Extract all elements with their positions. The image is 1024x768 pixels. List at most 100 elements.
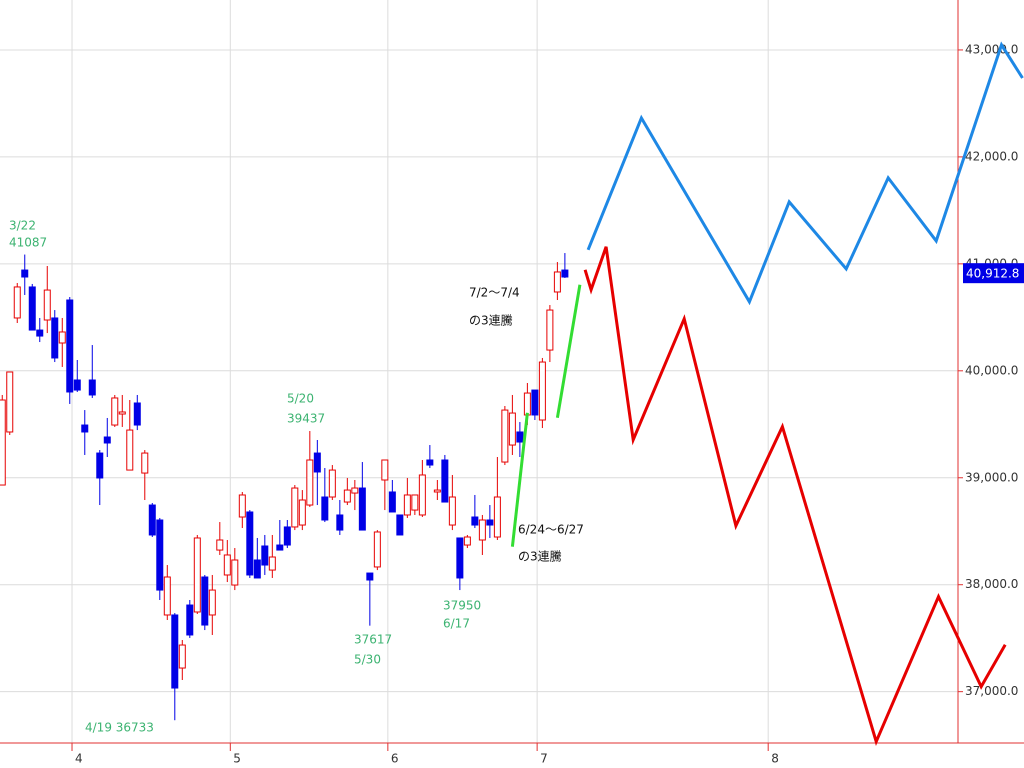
candle-body — [381, 459, 389, 481]
y-tick-label: 38,000.0 — [965, 577, 1018, 591]
candle-body — [538, 361, 546, 421]
annotation: 5/20 — [287, 392, 314, 406]
candle-body — [351, 487, 359, 494]
x-tick-label: 8 — [771, 752, 779, 766]
candle-body — [456, 537, 464, 579]
last-price-box — [963, 263, 1024, 284]
candle-body — [0, 399, 6, 486]
candle-body — [306, 459, 314, 506]
candle-body — [216, 539, 224, 551]
x-tick-label: 7 — [540, 752, 548, 766]
candle-body — [268, 556, 276, 571]
y-tick-label: 42,000.0 — [965, 149, 1018, 163]
x-tick-label: 6 — [391, 752, 399, 766]
candle-body — [246, 511, 254, 576]
candle-body — [486, 519, 494, 526]
candle-body — [13, 286, 21, 319]
candle-body — [471, 516, 479, 526]
candle-body — [58, 331, 66, 344]
annotation: の3連騰 — [518, 549, 562, 564]
candle-body — [21, 269, 29, 278]
candle-body — [426, 459, 434, 466]
candle-body — [186, 604, 194, 636]
candle-body — [103, 436, 111, 444]
candle-body — [321, 496, 329, 521]
candle-body — [118, 411, 126, 415]
candle-body — [358, 487, 366, 531]
candle-body — [208, 589, 216, 616]
candle-body — [163, 576, 171, 616]
candle-body — [178, 644, 186, 669]
candle-body — [403, 494, 411, 516]
candle-body — [223, 554, 231, 576]
forecast-line — [555, 284, 582, 419]
x-tick-label: 4 — [75, 752, 83, 766]
candle-body — [328, 469, 336, 498]
candle-body — [313, 452, 321, 473]
candle-body — [88, 379, 96, 396]
candle-body — [553, 271, 561, 293]
candle-body — [51, 317, 59, 359]
annotation: 41087 — [9, 236, 47, 250]
candle-body — [448, 496, 456, 526]
annotation: 37617 — [354, 633, 392, 647]
candle-body — [396, 514, 404, 536]
candle-body — [298, 499, 306, 526]
candle-body — [366, 572, 374, 581]
candle-body — [373, 531, 381, 568]
annotation: 4/19 36733 — [85, 721, 154, 735]
candle-body — [463, 536, 471, 546]
annotation: 37950 — [443, 599, 481, 613]
candle-body — [516, 431, 524, 443]
candle-body — [531, 389, 539, 416]
candle-body — [253, 559, 261, 579]
candle-body — [148, 504, 156, 536]
candle-body — [433, 489, 441, 493]
candle-body — [283, 526, 291, 546]
y-tick-label: 37,000.0 — [965, 684, 1018, 698]
candle-body — [508, 412, 516, 446]
candle-body — [231, 559, 239, 586]
candle-body — [523, 392, 531, 416]
candle-body — [561, 269, 569, 278]
candle-body — [411, 494, 419, 511]
candle-body — [238, 494, 246, 518]
forecast-line — [510, 412, 529, 547]
candle-body — [36, 329, 44, 337]
candle-body — [478, 519, 486, 541]
annotation: 6/24〜6/27 — [518, 523, 584, 537]
candle-body — [261, 545, 269, 566]
candle-body — [546, 309, 554, 351]
candle-body — [66, 299, 74, 393]
y-tick-label: 43,000.0 — [965, 42, 1018, 56]
candle-body — [336, 514, 344, 531]
last-price-label: 40,912.8 — [966, 267, 1019, 281]
candle-body — [291, 487, 299, 528]
candle-body — [193, 537, 201, 613]
candle-body — [201, 576, 209, 626]
candle-body — [6, 371, 14, 433]
annotation: 39437 — [287, 412, 325, 426]
forecast-line — [583, 246, 1007, 746]
candle-body — [156, 519, 164, 591]
candle-body — [43, 289, 51, 321]
candle-body — [141, 452, 149, 474]
candle-body — [441, 459, 449, 503]
annotation: 5/30 — [354, 653, 381, 667]
candle-body — [126, 429, 134, 471]
x-tick-label: 5 — [233, 752, 241, 766]
annotation: の3連騰 — [469, 313, 513, 328]
candle-body — [73, 379, 81, 391]
y-tick-label: 40,000.0 — [965, 363, 1018, 377]
candle-body — [96, 452, 104, 479]
forecast-line — [586, 41, 1024, 306]
candle-body — [388, 491, 396, 513]
candle-body — [111, 397, 119, 426]
annotation: 3/22 — [9, 219, 36, 233]
candle-body — [133, 402, 141, 426]
candle-body — [171, 614, 179, 689]
candle-body — [501, 409, 509, 463]
